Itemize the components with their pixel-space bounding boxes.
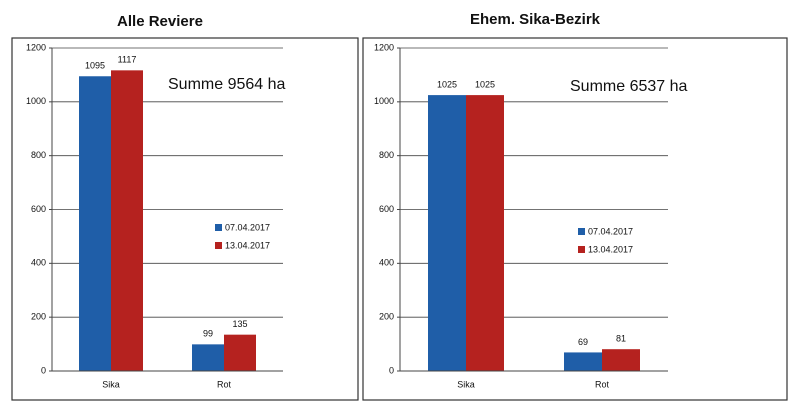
bar (466, 95, 504, 372)
value-label: 1117 (118, 55, 137, 65)
legend-swatch (215, 224, 222, 231)
chart-frame (362, 37, 788, 401)
value-label: 1025 (437, 79, 457, 89)
bar (224, 334, 256, 371)
chart-frame (11, 37, 359, 401)
value-label: 69 (578, 337, 588, 347)
legend-swatch (578, 228, 585, 235)
y-tick-label: 800 (379, 150, 394, 160)
legend-swatch (215, 242, 222, 249)
bar (564, 352, 602, 371)
y-tick-label: 800 (31, 150, 46, 160)
bar (192, 344, 224, 371)
annotation: Summe 6537 ha (570, 78, 688, 95)
legend-label: 07.04.2017 (225, 222, 270, 232)
x-tick-label: Rot (595, 379, 610, 389)
y-tick-label: 600 (379, 204, 394, 214)
value-label: 99 (203, 329, 213, 339)
legend-label: 07.04.2017 (588, 226, 633, 236)
y-tick-label: 1000 (26, 96, 46, 106)
bar (111, 70, 143, 372)
bar (79, 76, 111, 371)
value-label: 135 (232, 319, 247, 329)
y-tick-label: 0 (389, 365, 394, 375)
value-label: 81 (616, 334, 626, 344)
y-tick-label: 600 (31, 204, 46, 214)
chart-title: Ehem. Sika-Bezirk (470, 11, 601, 28)
y-tick-label: 400 (31, 258, 46, 268)
x-tick-label: Sika (457, 379, 475, 389)
value-label: 1025 (475, 79, 495, 89)
y-tick-label: 1200 (374, 42, 394, 52)
x-tick-label: Sika (102, 379, 120, 389)
x-tick-label: Rot (217, 379, 232, 389)
annotation: Summe 9564 ha (168, 76, 286, 93)
y-tick-label: 0 (41, 365, 46, 375)
y-tick-label: 400 (379, 258, 394, 268)
chart-title: Alle Reviere (117, 13, 203, 30)
legend-label: 13.04.2017 (588, 244, 633, 254)
y-tick-label: 1000 (374, 96, 394, 106)
y-tick-label: 1200 (26, 42, 46, 52)
y-tick-label: 200 (31, 312, 46, 322)
bar (602, 349, 640, 371)
bar (428, 95, 466, 372)
legend-label: 13.04.2017 (225, 240, 270, 250)
value-label: 1095 (85, 61, 105, 71)
legend-swatch (578, 246, 585, 253)
y-tick-label: 200 (379, 312, 394, 322)
